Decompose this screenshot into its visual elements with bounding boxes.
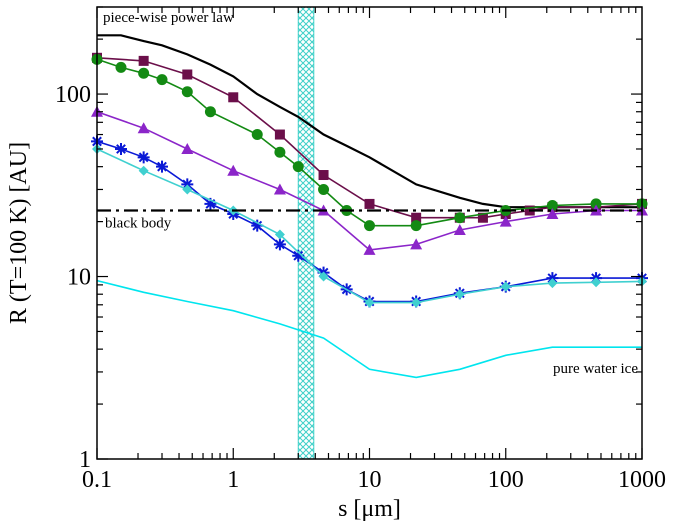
data-point — [228, 92, 239, 103]
data-point — [156, 160, 169, 173]
series-5 — [92, 143, 647, 308]
x-axis-title: s [μm] — [338, 496, 401, 522]
x-tick-label: 10 — [358, 467, 382, 493]
data-point — [410, 238, 423, 250]
data-point — [410, 220, 422, 232]
data-point — [137, 122, 150, 134]
water-ice-annotation: pure water ice — [553, 361, 638, 377]
data-point — [114, 142, 127, 155]
data-point — [181, 142, 194, 154]
series-2 — [91, 53, 648, 232]
series-1 — [92, 52, 647, 223]
data-point — [292, 161, 304, 173]
data-point — [273, 238, 286, 251]
data-point — [411, 297, 422, 308]
data-point — [454, 212, 466, 224]
data-point — [364, 198, 375, 209]
data-point — [181, 86, 193, 98]
data-point — [318, 183, 330, 195]
data-point — [251, 129, 263, 141]
power-law-annotation: piece-wise power law — [103, 10, 234, 26]
series-6 — [96, 279, 642, 379]
data-point — [591, 277, 602, 288]
series-line — [96, 57, 643, 219]
data-point — [138, 55, 149, 66]
x-tick-label: 0.1 — [82, 467, 112, 493]
data-point — [454, 289, 465, 300]
series-line — [96, 279, 642, 379]
data-point — [292, 249, 305, 262]
data-point — [181, 178, 194, 191]
x-tick-label: 100 — [488, 467, 524, 493]
data-point — [590, 198, 602, 210]
data-point — [182, 184, 193, 195]
data-point — [204, 197, 217, 210]
data-point — [364, 297, 375, 308]
data-point — [318, 271, 329, 282]
data-point — [138, 67, 150, 79]
black-body-annotation: black body — [105, 216, 172, 232]
x-tick-label: 1000 — [618, 467, 666, 493]
data-point — [273, 183, 286, 195]
data-point — [227, 164, 240, 176]
wavelength-band — [297, 6, 315, 460]
data-point — [546, 200, 558, 212]
data-point — [546, 208, 559, 220]
data-point — [411, 212, 422, 223]
data-point — [500, 281, 511, 292]
data-point — [499, 215, 512, 227]
data-point — [251, 219, 264, 232]
data-point — [547, 278, 558, 289]
x-tick-label: 1 — [227, 467, 239, 493]
data-point — [318, 170, 329, 181]
data-point — [477, 212, 488, 223]
data-point — [182, 69, 193, 80]
series-line — [97, 34, 642, 209]
data-point — [204, 106, 216, 118]
data-point — [453, 223, 466, 235]
data-point — [274, 146, 286, 158]
data-point — [364, 220, 375, 232]
y-tick-label: 10 — [67, 265, 91, 291]
series-0 — [97, 34, 642, 209]
axis-ticks — [96, 6, 643, 460]
data-point — [274, 129, 285, 140]
series-3 — [91, 105, 648, 255]
y-tick-label: 1 — [79, 447, 91, 473]
plot-frame — [96, 6, 643, 460]
data-point — [546, 272, 559, 285]
data-point — [274, 229, 285, 240]
data-point — [156, 74, 168, 86]
data-point — [138, 165, 149, 176]
y-axis-title: R (T=100 K) [AU] — [6, 142, 32, 324]
data-point — [363, 243, 376, 255]
data-point — [115, 61, 127, 73]
data-point — [137, 151, 150, 164]
band-rect — [297, 6, 315, 460]
y-tick-label: 100 — [55, 82, 91, 108]
series-layer — [91, 34, 648, 379]
